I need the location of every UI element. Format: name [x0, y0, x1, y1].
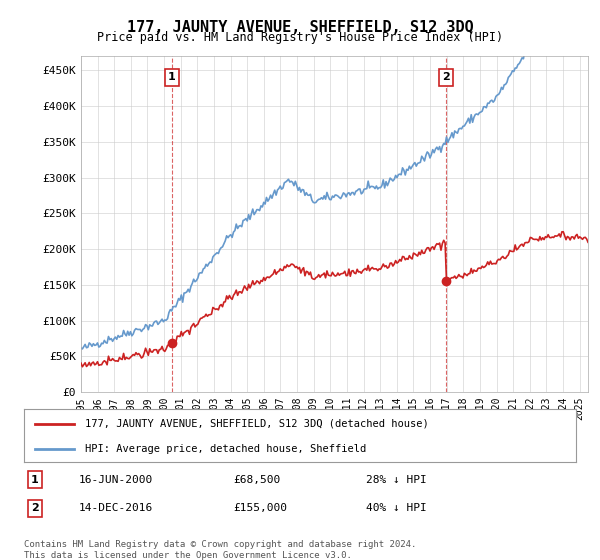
Text: Price paid vs. HM Land Registry's House Price Index (HPI): Price paid vs. HM Land Registry's House … — [97, 31, 503, 44]
Text: 1: 1 — [168, 72, 176, 82]
Text: Contains HM Land Registry data © Crown copyright and database right 2024.
This d: Contains HM Land Registry data © Crown c… — [24, 540, 416, 560]
Text: £68,500: £68,500 — [234, 474, 281, 484]
Text: 40% ↓ HPI: 40% ↓ HPI — [366, 503, 427, 514]
Text: 177, JAUNTY AVENUE, SHEFFIELD, S12 3DQ (detached house): 177, JAUNTY AVENUE, SHEFFIELD, S12 3DQ (… — [85, 419, 428, 429]
Text: 177, JAUNTY AVENUE, SHEFFIELD, S12 3DQ: 177, JAUNTY AVENUE, SHEFFIELD, S12 3DQ — [127, 20, 473, 35]
Text: HPI: Average price, detached house, Sheffield: HPI: Average price, detached house, Shef… — [85, 444, 366, 454]
Text: £155,000: £155,000 — [234, 503, 288, 514]
Text: 16-JUN-2000: 16-JUN-2000 — [79, 474, 154, 484]
Text: 14-DEC-2016: 14-DEC-2016 — [79, 503, 154, 514]
Text: 1: 1 — [31, 474, 39, 484]
Text: 28% ↓ HPI: 28% ↓ HPI — [366, 474, 427, 484]
Text: 2: 2 — [442, 72, 450, 82]
Text: 2: 2 — [31, 503, 39, 514]
